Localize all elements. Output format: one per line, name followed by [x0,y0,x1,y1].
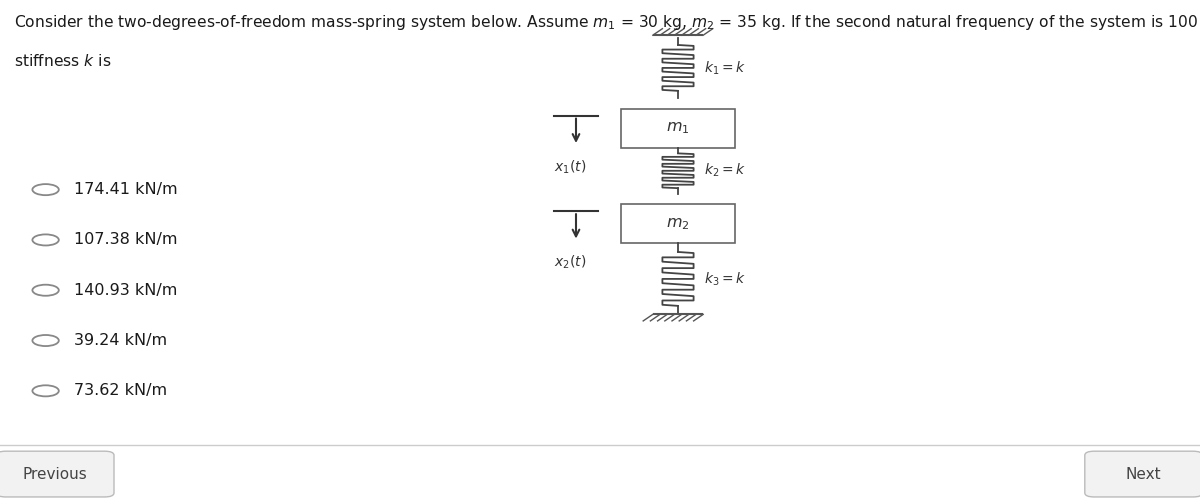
Bar [622,204,734,243]
Text: 73.62 kN/m: 73.62 kN/m [74,383,168,398]
Text: 107.38 kN/m: 107.38 kN/m [74,232,178,247]
Text: $x_1(t)$: $x_1(t)$ [554,158,586,176]
FancyBboxPatch shape [1085,451,1200,497]
Text: Consider the two-degrees-of-freedom mass-spring system below. Assume $m_1$ = 30 : Consider the two-degrees-of-freedom mass… [14,13,1200,32]
Text: Next: Next [1126,467,1162,482]
Text: Previous: Previous [23,467,88,482]
Text: $x_2(t)$: $x_2(t)$ [554,254,586,272]
Text: $k_3 = k$: $k_3 = k$ [704,270,746,288]
Text: 39.24 kN/m: 39.24 kN/m [74,333,168,348]
Text: stiffness $k$ is: stiffness $k$ is [14,53,112,69]
FancyBboxPatch shape [0,451,114,497]
Text: $m_2$: $m_2$ [666,216,690,232]
Text: $k_2 = k$: $k_2 = k$ [704,162,746,180]
Text: 174.41 kN/m: 174.41 kN/m [74,182,178,197]
Text: $k_1 = k$: $k_1 = k$ [704,59,746,76]
Text: 140.93 kN/m: 140.93 kN/m [74,283,178,298]
Text: $m_1$: $m_1$ [666,120,690,136]
Bar [622,109,734,148]
